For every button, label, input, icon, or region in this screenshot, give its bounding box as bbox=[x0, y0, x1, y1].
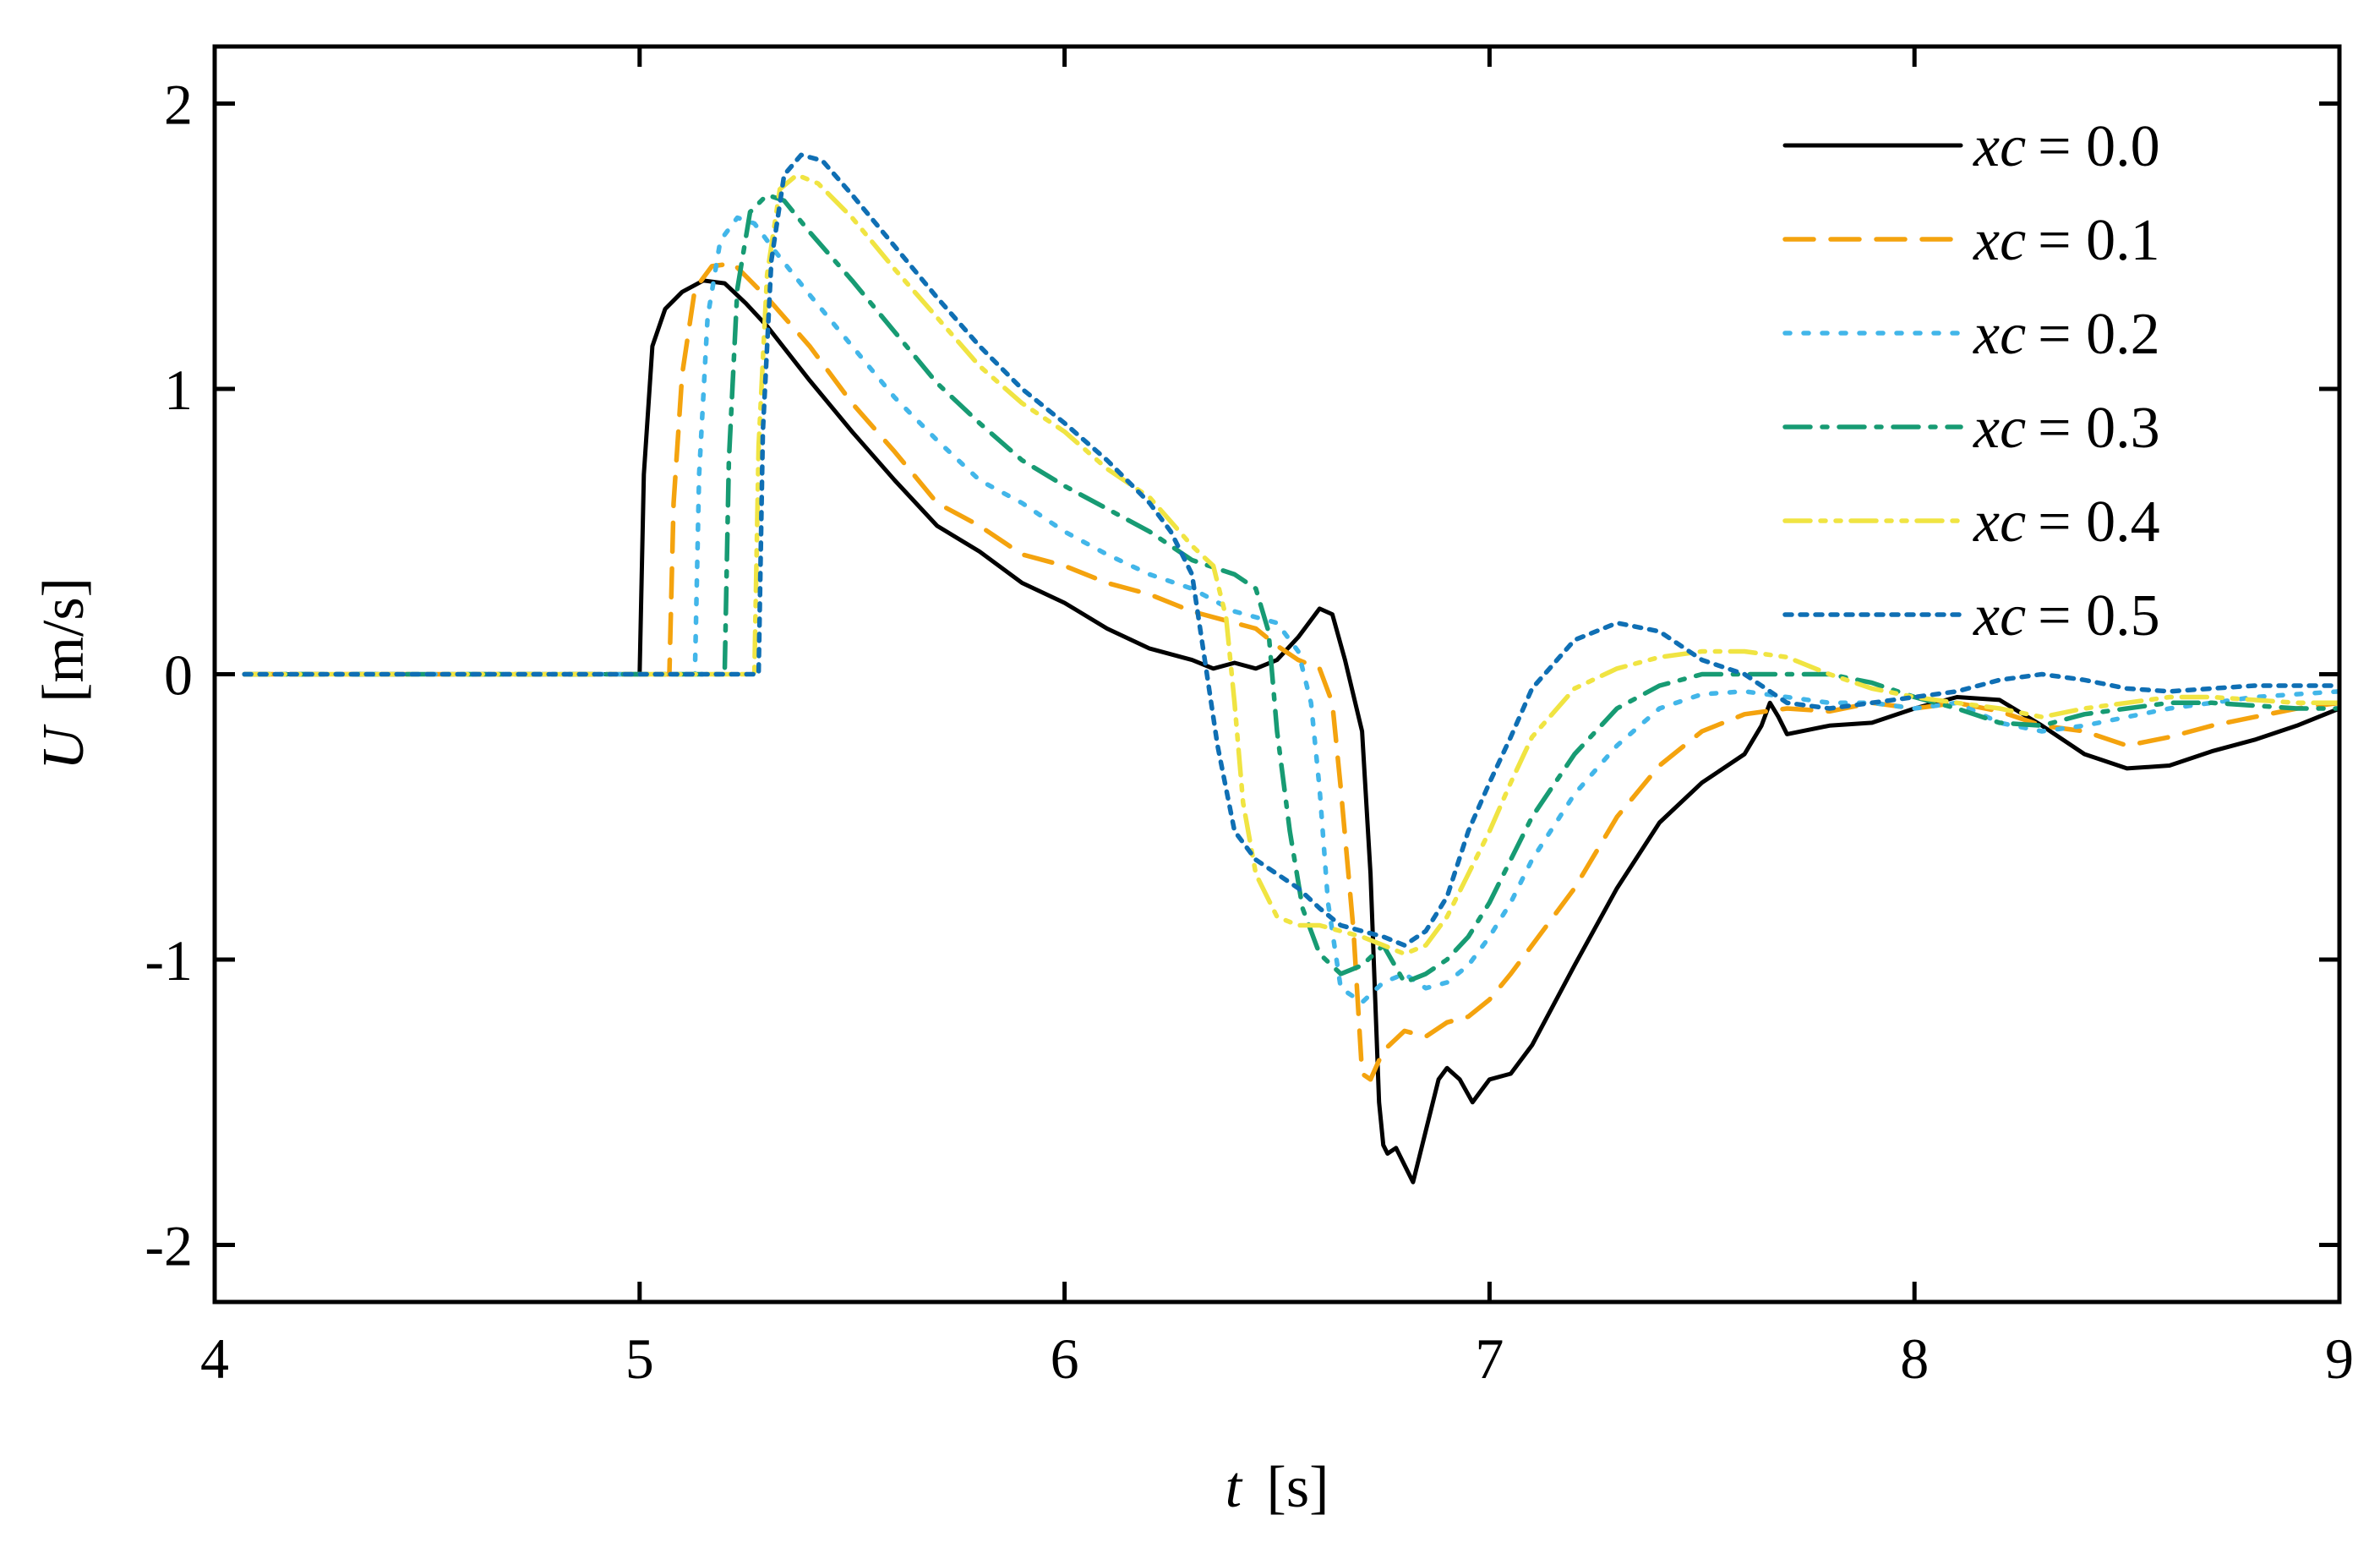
series-layer bbox=[242, 152, 2339, 1184]
y-axis-unit: [m/s] bbox=[31, 577, 96, 703]
legend-label-5: xc = 0.5 bbox=[1973, 583, 2160, 648]
legend-label-4: xc = 0.4 bbox=[1973, 490, 2160, 555]
x-axis-symbol: t bbox=[1225, 1455, 1243, 1520]
legend: xc = 0.0 xc = 0.1 xc = 0.2 xc = 0.3 xc = 0.4 xc = 0… bbox=[1782, 114, 2160, 648]
legend-label-1: xc = 0.1 bbox=[1973, 208, 2160, 273]
y-tick-label-1: -1 bbox=[145, 928, 193, 993]
y-tick-label-4: 2 bbox=[164, 73, 193, 137]
series-line-4 bbox=[242, 172, 2339, 957]
series-line-1 bbox=[242, 260, 2339, 1082]
legend-label-0: xc = 0.0 bbox=[1973, 114, 2160, 179]
x-tick-label-4: 8 bbox=[1900, 1326, 1929, 1391]
legend-label-3: xc = 0.3 bbox=[1973, 396, 2160, 461]
x-tick-label-0: 4 bbox=[200, 1326, 229, 1391]
y-axis-symbol: U bbox=[31, 724, 96, 770]
y-tick-label-0: -2 bbox=[145, 1214, 193, 1278]
series-line-5 bbox=[242, 152, 2339, 948]
series-line-0 bbox=[242, 278, 2339, 1184]
series-line-2 bbox=[242, 215, 2339, 1005]
x-tick-label-2: 6 bbox=[1051, 1326, 1079, 1391]
y-tick-labels: -2 -1 0 1 2 bbox=[145, 73, 193, 1278]
x-tick-label-1: 5 bbox=[625, 1326, 654, 1391]
x-tick-label-5: 9 bbox=[2325, 1326, 2354, 1391]
x-tick-label-3: 7 bbox=[1475, 1326, 1504, 1391]
legend-label-2: xc = 0.2 bbox=[1973, 302, 2160, 367]
y-tick-label-3: 1 bbox=[164, 358, 193, 422]
x-axis-unit: [s] bbox=[1267, 1455, 1329, 1520]
axis-ticks bbox=[215, 46, 2339, 1302]
y-axis-title: U [m/s] bbox=[31, 577, 96, 770]
y-tick-label-2: 0 bbox=[164, 643, 193, 708]
x-axis-title: t [s] bbox=[1225, 1455, 1329, 1520]
x-tick-labels: 4 5 6 7 8 9 bbox=[200, 1326, 2354, 1391]
